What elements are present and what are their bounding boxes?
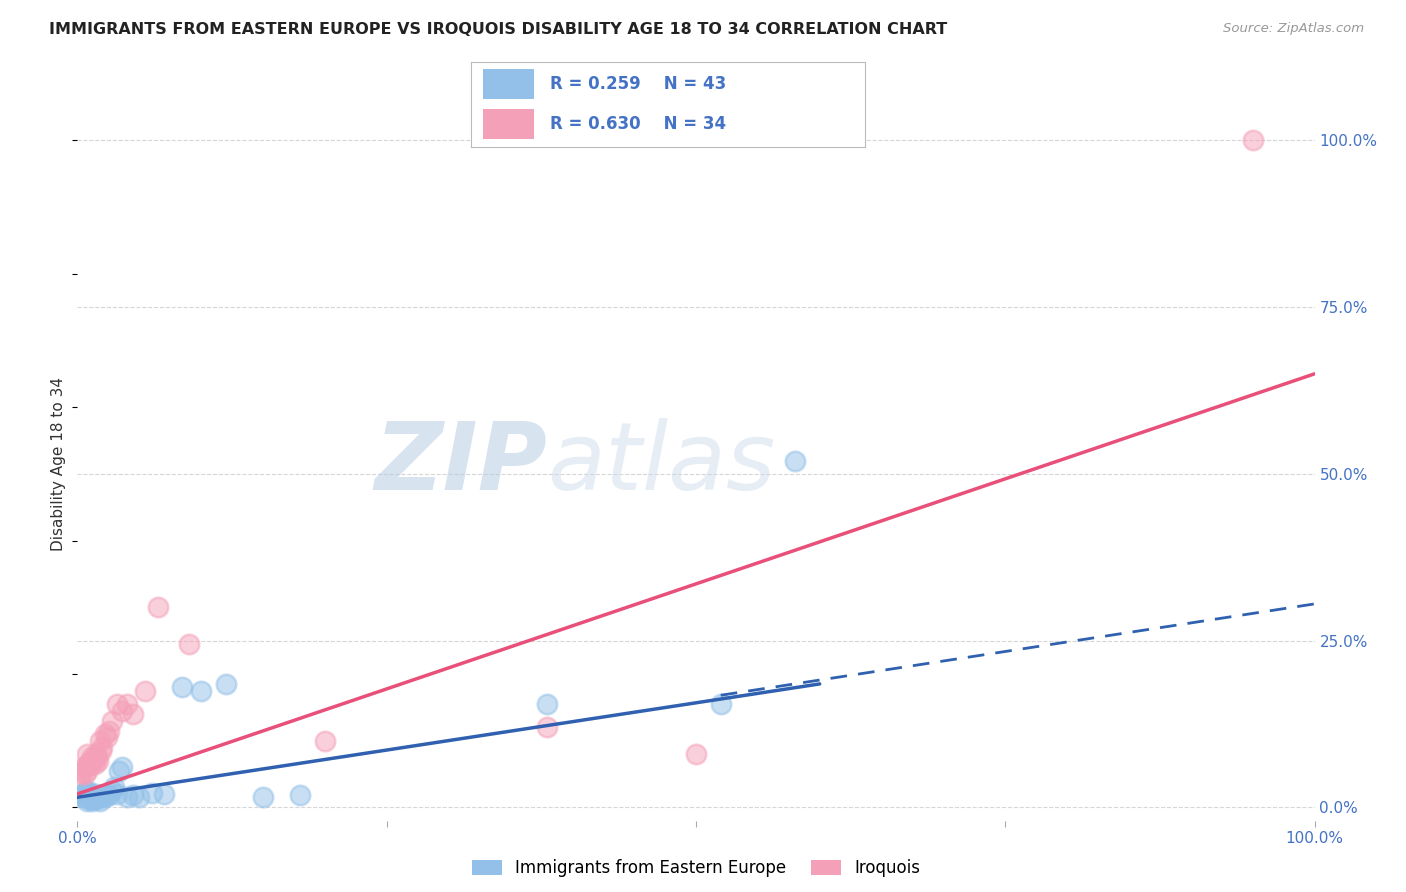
Point — [82, 789, 104, 803]
Point — [76, 747, 98, 761]
Point — [111, 704, 134, 718]
Point — [77, 756, 100, 771]
Point — [252, 790, 274, 805]
Point — [288, 789, 311, 803]
Point — [83, 790, 105, 805]
Point — [72, 790, 94, 805]
Point — [86, 750, 108, 764]
Point — [783, 453, 806, 467]
Text: ZIP: ZIP — [374, 417, 547, 510]
Point — [73, 786, 96, 800]
Point — [76, 764, 98, 778]
Point — [80, 790, 103, 805]
Legend: Immigrants from Eastern Europe, Iroquois: Immigrants from Eastern Europe, Iroquois — [465, 853, 927, 884]
Point — [314, 733, 336, 747]
Text: Source: ZipAtlas.com: Source: ZipAtlas.com — [1223, 22, 1364, 36]
Point — [79, 792, 101, 806]
Point — [177, 637, 200, 651]
Point — [101, 783, 124, 797]
Point — [685, 747, 707, 761]
Point — [90, 790, 112, 805]
Point — [84, 747, 107, 761]
Point — [1241, 133, 1264, 147]
Point — [82, 754, 104, 768]
Point — [172, 680, 194, 694]
Point — [72, 789, 94, 803]
Point — [91, 740, 114, 755]
Point — [146, 600, 169, 615]
Text: IMMIGRANTS FROM EASTERN EUROPE VS IROQUOIS DISABILITY AGE 18 TO 34 CORRELATION C: IMMIGRANTS FROM EASTERN EUROPE VS IROQUO… — [49, 22, 948, 37]
Point — [122, 789, 145, 803]
Point — [79, 787, 101, 801]
Text: R = 0.259    N = 43: R = 0.259 N = 43 — [550, 75, 725, 93]
Point — [153, 787, 176, 801]
Point — [76, 794, 98, 808]
Point — [93, 790, 115, 805]
Point — [122, 706, 145, 721]
Point — [98, 789, 121, 803]
Point — [190, 683, 212, 698]
Point — [96, 731, 118, 745]
Point — [93, 727, 115, 741]
Point — [115, 697, 138, 711]
Text: R = 0.630    N = 34: R = 0.630 N = 34 — [550, 115, 725, 133]
Point — [87, 790, 110, 805]
Point — [89, 794, 111, 808]
Point — [77, 783, 100, 797]
Point — [98, 723, 121, 738]
Point — [72, 760, 94, 774]
Bar — [482, 109, 534, 139]
Point — [108, 764, 131, 778]
Point — [536, 720, 558, 734]
Point — [82, 792, 104, 806]
Point — [75, 790, 97, 805]
Point — [91, 789, 114, 803]
Point — [75, 783, 97, 797]
Point — [79, 754, 101, 768]
Point — [80, 756, 103, 771]
Point — [710, 697, 733, 711]
Point — [111, 760, 134, 774]
Point — [70, 787, 93, 801]
Point — [83, 756, 105, 771]
Point — [105, 787, 128, 801]
Point — [87, 754, 110, 768]
Point — [70, 767, 93, 781]
Point — [103, 780, 125, 795]
Point — [89, 733, 111, 747]
Point — [86, 791, 108, 805]
Point — [141, 786, 163, 800]
Text: atlas: atlas — [547, 418, 776, 509]
Point — [75, 760, 97, 774]
Point — [105, 697, 128, 711]
Point — [82, 750, 104, 764]
Point — [101, 714, 124, 728]
Point — [215, 677, 238, 691]
Point — [72, 764, 94, 778]
Point — [77, 789, 100, 803]
Point — [134, 683, 156, 698]
Point — [128, 790, 150, 805]
Point — [82, 794, 104, 808]
Bar — [482, 70, 534, 99]
Point — [90, 743, 112, 757]
Point — [84, 787, 107, 801]
Point — [73, 767, 96, 781]
Point — [115, 790, 138, 805]
Y-axis label: Disability Age 18 to 34: Disability Age 18 to 34 — [51, 376, 66, 551]
Point — [536, 697, 558, 711]
Point — [96, 787, 118, 801]
